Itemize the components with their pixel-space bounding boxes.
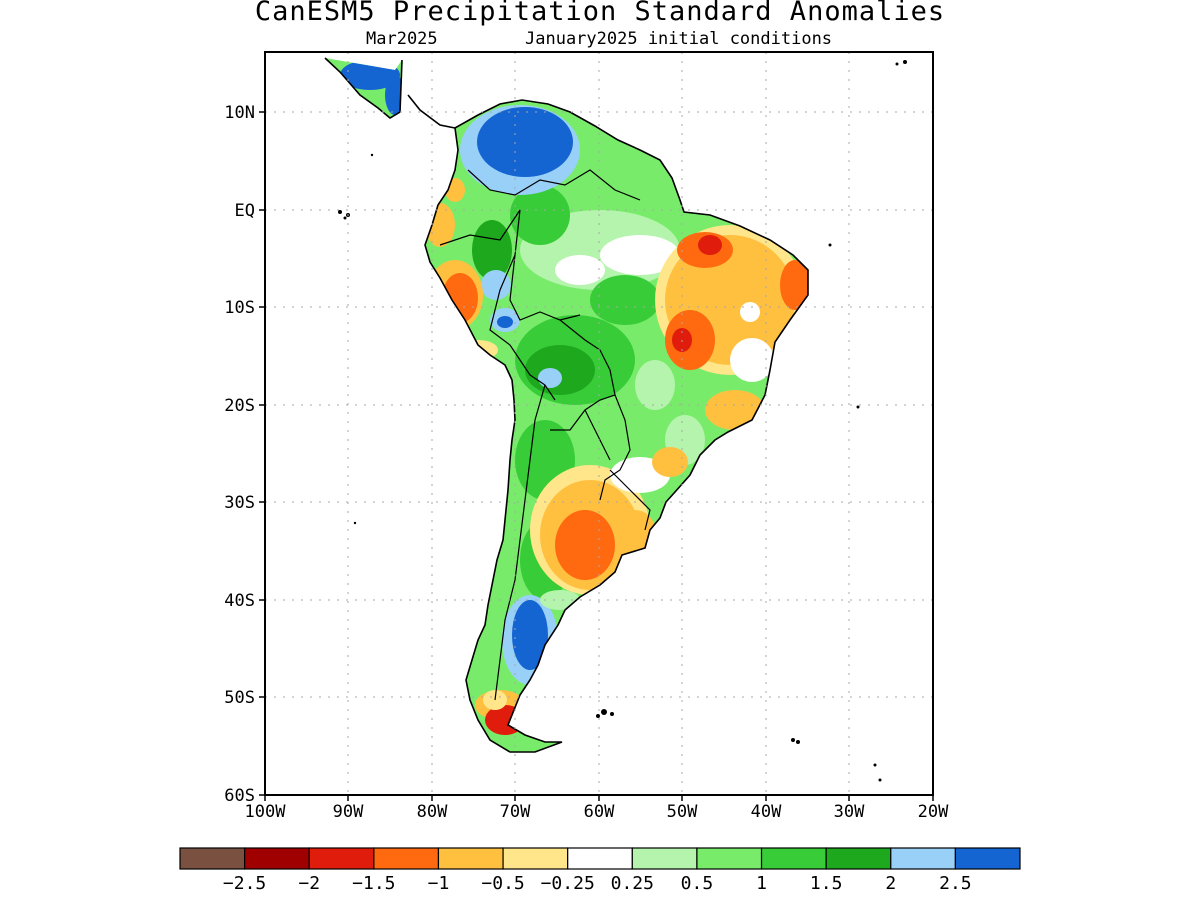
lat-label: 50S	[224, 688, 255, 708]
colorbar-label: 0.5	[681, 873, 714, 894]
lat-label: 30S	[224, 493, 255, 513]
colorbar-swatch	[502, 847, 569, 870]
colorbar-label: 0.25	[611, 873, 654, 894]
lat-label: 20S	[224, 396, 255, 416]
colorbar-label: −1.5	[352, 873, 395, 894]
colorbar-swatch	[244, 847, 310, 870]
lon-label: 100W	[245, 802, 287, 822]
map-title: CanESM5 Precipitation Standard Anomalies	[254, 0, 946, 27]
colorbar-swatch	[890, 847, 956, 870]
colorbar-swatch	[760, 847, 827, 870]
colorbar-swatch	[179, 847, 246, 870]
colorbar-label: −0.25	[541, 873, 595, 894]
colorbar-swatch	[437, 847, 504, 870]
lat-label: 10N	[224, 103, 255, 123]
colorbar-label: −1	[428, 873, 450, 894]
lat-label: 10S	[224, 298, 255, 318]
colorbar-label: 2.5	[939, 873, 972, 894]
colorbar-swatch	[567, 847, 633, 870]
colorbar-swatch	[954, 847, 1021, 870]
lat-label: EQ	[235, 201, 255, 221]
lon-label: 60W	[584, 802, 615, 822]
lon-label: 70W	[500, 802, 531, 822]
lon-label: 50W	[667, 802, 698, 822]
init-conditions-label: January2025 initial conditions	[525, 29, 833, 49]
lon-label: 90W	[333, 802, 364, 822]
islands	[338, 60, 907, 782]
lon-label: 30W	[834, 802, 865, 822]
country-borders	[439, 169, 651, 701]
colorbar-label: 2	[885, 873, 896, 894]
colorbar-swatch	[373, 847, 440, 870]
lat-label: 40S	[224, 591, 255, 611]
colorbar-label: −2	[298, 873, 320, 894]
colorbar: −2.5 −2 −1.5 −1 −0.5 −0.25 0.25 0.5 1 1.5 2 2.5	[179, 847, 1021, 894]
lon-label: 80W	[417, 802, 448, 822]
colorbar-swatch	[308, 847, 375, 870]
grid-lines	[265, 52, 933, 795]
colorbar-label: −0.5	[481, 873, 524, 894]
latitude-axis: 10N EQ 10S 20S 30S 40S 50S 60S	[224, 103, 265, 806]
lat-label: 60S	[224, 786, 255, 806]
colorbar-swatch	[825, 847, 892, 870]
colorbar-label: 1.5	[810, 873, 843, 894]
lon-label: 40W	[751, 802, 782, 822]
longitude-axis: 100W 90W 80W 70W 60W 50W 40W 30W 20W	[245, 795, 949, 822]
valid-month-label: Mar2025	[366, 29, 438, 49]
colorbar-label: −2.5	[223, 873, 266, 894]
colorbar-swatch	[696, 847, 763, 870]
colorbar-label: 1	[756, 873, 767, 894]
lon-label: 20W	[918, 802, 949, 822]
colorbar-swatch	[631, 847, 698, 870]
